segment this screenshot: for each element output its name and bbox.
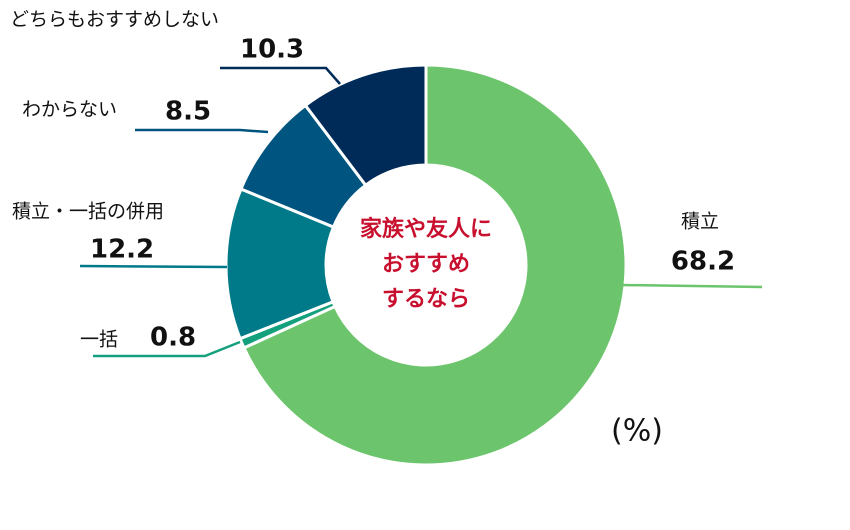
value-label: 8.5 (165, 97, 211, 127)
value-label: 10.3 (240, 35, 304, 65)
leader-line (135, 128, 269, 134)
center-text: するなら (382, 287, 470, 312)
segment-name: 積立・一括の併用 (12, 201, 164, 223)
segment-name: 一括 (80, 329, 118, 351)
leader-line (93, 340, 241, 358)
donut-segment (303, 63, 428, 188)
value-label: 0.8 (150, 323, 196, 353)
donut-segment (241, 63, 628, 467)
value-label: 68.2 (671, 247, 735, 277)
value-label: 12.2 (90, 235, 154, 265)
center-text: おすすめ (382, 252, 470, 277)
leader-line (220, 66, 341, 85)
unit-label: (%) (611, 414, 663, 449)
segment-name: 積立 (681, 211, 719, 233)
leader-line (79, 264, 228, 269)
leader-line (621, 283, 763, 289)
segment-name: わからない (22, 99, 117, 121)
segment-name: どちらもおすすめしない (10, 9, 219, 31)
center-text: 家族や友人に (360, 216, 492, 242)
